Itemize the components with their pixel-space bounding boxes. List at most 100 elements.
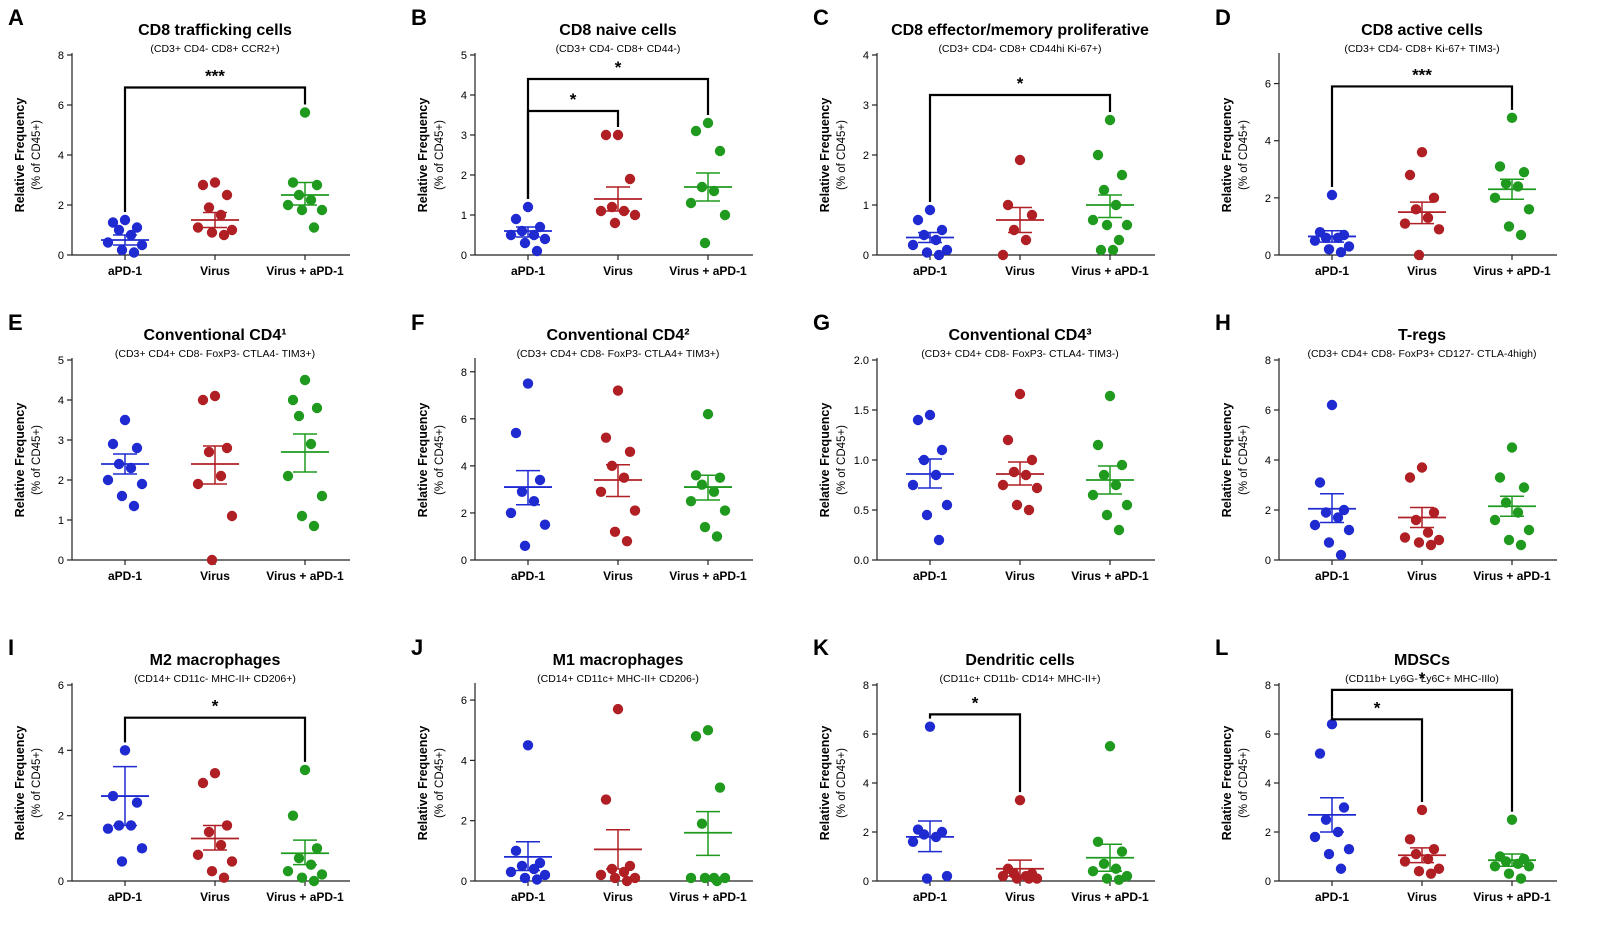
data-point-virus-apd-1 (1515, 229, 1527, 241)
data-point-virus-apd-1 (1104, 741, 1116, 752)
data-point-virus-apd-1 (1494, 161, 1506, 172)
data-point-apd-1 (1309, 831, 1321, 843)
data-point-apd-1 (539, 233, 551, 245)
x-tick-label: Virus + aPD-1 (266, 890, 344, 904)
y-tick-label: 2 (58, 200, 64, 212)
data-point-virus-apd-1 (311, 402, 323, 414)
data-point-virus (209, 768, 221, 779)
y-tick-label: 2 (461, 170, 467, 182)
data-point-apd-1 (907, 239, 919, 251)
data-point-apd-1 (510, 845, 522, 857)
significance-bracket (1330, 716, 1424, 802)
x-tick-label: aPD-1 (1315, 264, 1349, 278)
panel-letter: G (813, 310, 830, 335)
data-point-virus-apd-1 (1506, 442, 1518, 453)
data-point-apd-1 (1335, 863, 1347, 874)
data-point-virus (203, 202, 215, 213)
data-point-virus (600, 794, 612, 805)
y-axis-sublabel: (% of CD45+) (1238, 748, 1250, 818)
x-tick-label: Virus (1407, 890, 1437, 904)
y-tick-label: 0 (461, 876, 467, 888)
y-axis-label: Relative Frequency (818, 403, 832, 518)
data-point-virus (606, 201, 618, 213)
y-axis-label: Relative Frequency (13, 403, 27, 518)
y-tick-label: 2 (461, 816, 467, 828)
data-point-virus (203, 446, 215, 458)
data-point-virus-apd-1 (1098, 184, 1110, 196)
data-point-virus (1428, 192, 1440, 204)
data-point-virus (997, 870, 1009, 882)
panel-title: CD8 trafficking cells (138, 22, 292, 39)
data-point-virus-apd-1 (708, 486, 720, 497)
x-tick-label: Virus + aPD-1 (1473, 890, 1551, 904)
data-point-apd-1 (1335, 549, 1347, 561)
panel-title: CD8 naive cells (559, 22, 677, 39)
data-point-virus (1410, 848, 1422, 860)
data-point-virus-apd-1 (305, 194, 317, 206)
data-point-virus (1428, 507, 1440, 518)
y-axis-label: Relative Frequency (416, 726, 430, 841)
data-point-apd-1 (528, 495, 540, 507)
data-point-apd-1 (933, 249, 945, 261)
data-point-virus-apd-1 (308, 222, 320, 233)
data-point-virus (600, 129, 612, 141)
x-tick-label: Virus (1005, 890, 1035, 904)
y-tick-label: 0 (1265, 250, 1271, 262)
data-point-virus (629, 872, 641, 884)
y-tick-label: 6 (863, 729, 869, 741)
panel-f: F Conventional CD4² (CD3+ CD4+ CD8- FoxP3-… (411, 310, 753, 583)
data-point-virus-apd-1 (690, 731, 702, 742)
data-point-virus-apd-1 (1503, 534, 1515, 546)
data-point-virus-apd-1 (305, 438, 317, 450)
data-point-virus (1416, 462, 1428, 473)
data-point-apd-1 (136, 239, 148, 251)
y-tick-label: 2 (1265, 193, 1271, 205)
data-point-virus-apd-1 (1113, 234, 1125, 246)
data-point-virus-apd-1 (702, 117, 714, 129)
data-point-virus (218, 872, 230, 883)
significance-label: *** (205, 67, 225, 86)
data-point-virus (1416, 146, 1428, 158)
y-tick-label: 0 (58, 555, 64, 567)
data-point-apd-1 (1326, 189, 1338, 201)
data-point-virus (1428, 843, 1440, 855)
data-point-virus-apd-1 (1116, 169, 1128, 181)
panel-letter: K (813, 635, 829, 660)
y-tick-label: 4 (58, 395, 64, 407)
data-point-virus (221, 189, 233, 201)
data-point-virus (209, 177, 221, 188)
panel-subtitle: (CD3+ CD4- CD8+ CD44hi Ki-67+) (938, 43, 1101, 55)
data-point-virus (595, 205, 607, 217)
data-point-apd-1 (1323, 537, 1335, 548)
data-point-apd-1 (1343, 524, 1355, 536)
data-point-virus (1410, 514, 1422, 526)
y-axis-sublabel: (% of CD45+) (31, 748, 43, 818)
data-point-virus-apd-1 (296, 204, 308, 216)
data-point-apd-1 (131, 442, 143, 454)
data-point-virus-apd-1 (1095, 244, 1107, 256)
y-axis-sublabel: (% of CD45+) (836, 748, 848, 818)
data-point-virus (1023, 873, 1035, 884)
data-point-apd-1 (921, 873, 933, 884)
significance-bracket (526, 77, 710, 199)
panel-title: Dendritic cells (965, 652, 1074, 669)
data-point-apd-1 (1343, 241, 1355, 252)
data-point-virus (1023, 504, 1035, 516)
significance-bracket (1330, 688, 1514, 812)
y-tick-label: 3 (863, 100, 869, 112)
panel-l: L MDSCs (CD11b+ Ly6G- Ly6C+ MHC-IIlo) Relat… (1215, 635, 1557, 904)
panel-d: D CD8 active cells (CD3+ CD4- CD8+ Ki-67+ … (1215, 5, 1557, 278)
y-axis-label: Relative Frequency (1220, 98, 1234, 213)
data-point-virus (1002, 199, 1014, 211)
data-point-virus (609, 217, 621, 229)
y-tick-label: 6 (58, 100, 64, 112)
data-point-virus-apd-1 (1489, 861, 1501, 872)
y-tick-label: 8 (1265, 680, 1271, 692)
data-point-apd-1 (941, 244, 953, 256)
data-point-apd-1 (1335, 246, 1347, 258)
data-point-virus (197, 777, 209, 789)
x-tick-label: Virus + aPD-1 (1473, 569, 1551, 583)
significance-bracket (928, 713, 1022, 793)
data-point-virus (1433, 863, 1445, 874)
data-point-virus (612, 129, 624, 141)
